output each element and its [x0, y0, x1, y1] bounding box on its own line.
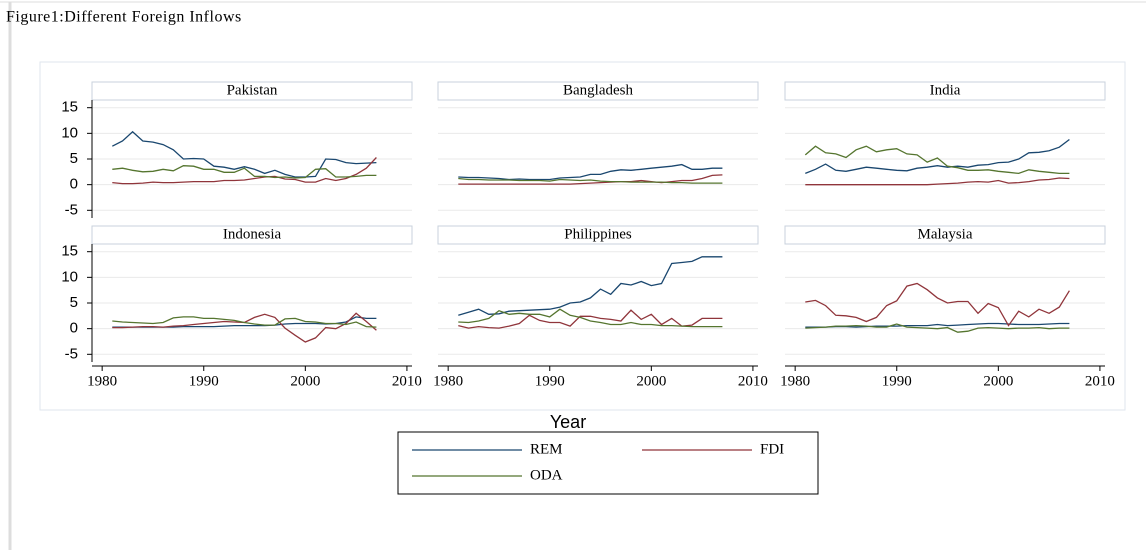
series-line — [458, 163, 723, 181]
panel-title: Philippines — [564, 226, 632, 242]
series-line — [804, 145, 1070, 175]
legend-label: FDI — [760, 441, 784, 457]
series-line — [458, 309, 723, 329]
x-tick-label: 1980 — [87, 373, 117, 389]
x-tick-label: 1990 — [189, 373, 219, 389]
panel-title: Bangladesh — [563, 82, 633, 98]
x-tick-label: 2010 — [392, 373, 422, 389]
x-tick-label: 1980 — [780, 373, 810, 389]
strip — [437, 225, 759, 245]
series-line — [458, 308, 723, 328]
y-tick-label: -5 — [65, 345, 78, 362]
series-line — [805, 138, 1070, 175]
panel-title: Malaysia — [918, 226, 973, 242]
figure-title: Figure1:Different Foreign Inflows — [6, 9, 242, 26]
series-line — [805, 282, 1070, 327]
y-tick-label: 10 — [61, 268, 78, 285]
strip — [784, 81, 1106, 101]
x-tick-label: 2010 — [1085, 373, 1115, 389]
panel-title: Indonesia — [223, 226, 282, 242]
series-line — [112, 130, 377, 178]
x-tick-label: 1980 — [433, 373, 463, 389]
y-tick-label: -5 — [65, 201, 78, 218]
x-tick-label: 1990 — [535, 373, 565, 389]
strip — [437, 81, 759, 101]
y-tick-label: 0 — [70, 320, 78, 337]
series-line — [805, 323, 1070, 333]
x-tick-label: 2010 — [738, 373, 768, 389]
x-tick-label: 1990 — [882, 373, 912, 389]
x-tick-label: 2000 — [290, 373, 320, 389]
series-line — [458, 174, 723, 185]
y-tick-label: 5 — [70, 150, 78, 167]
y-tick-label: 15 — [61, 99, 78, 116]
series-line — [112, 316, 377, 328]
y-tick-label: 5 — [70, 294, 78, 311]
y-tick-label: 15 — [61, 243, 78, 260]
strip — [91, 225, 413, 245]
x-tick-label: 2000 — [983, 373, 1013, 389]
panel-title: India — [930, 82, 961, 98]
y-tick-label: 10 — [61, 124, 78, 141]
series-line — [112, 165, 377, 179]
legend-label: ODA — [530, 467, 563, 483]
strip — [784, 225, 1106, 245]
y-tick-label: 0 — [70, 176, 78, 193]
series-line — [805, 322, 1070, 328]
panel-title: Pakistan — [227, 82, 278, 98]
legend — [397, 431, 819, 495]
series-line — [458, 256, 723, 316]
legend-label: REM — [530, 441, 563, 457]
x-tick-label: 2000 — [636, 373, 666, 389]
series-line — [112, 157, 377, 185]
strip — [91, 81, 413, 101]
x-axis-title: Year — [550, 412, 586, 432]
series-line — [805, 177, 1070, 186]
series-line — [458, 177, 723, 184]
